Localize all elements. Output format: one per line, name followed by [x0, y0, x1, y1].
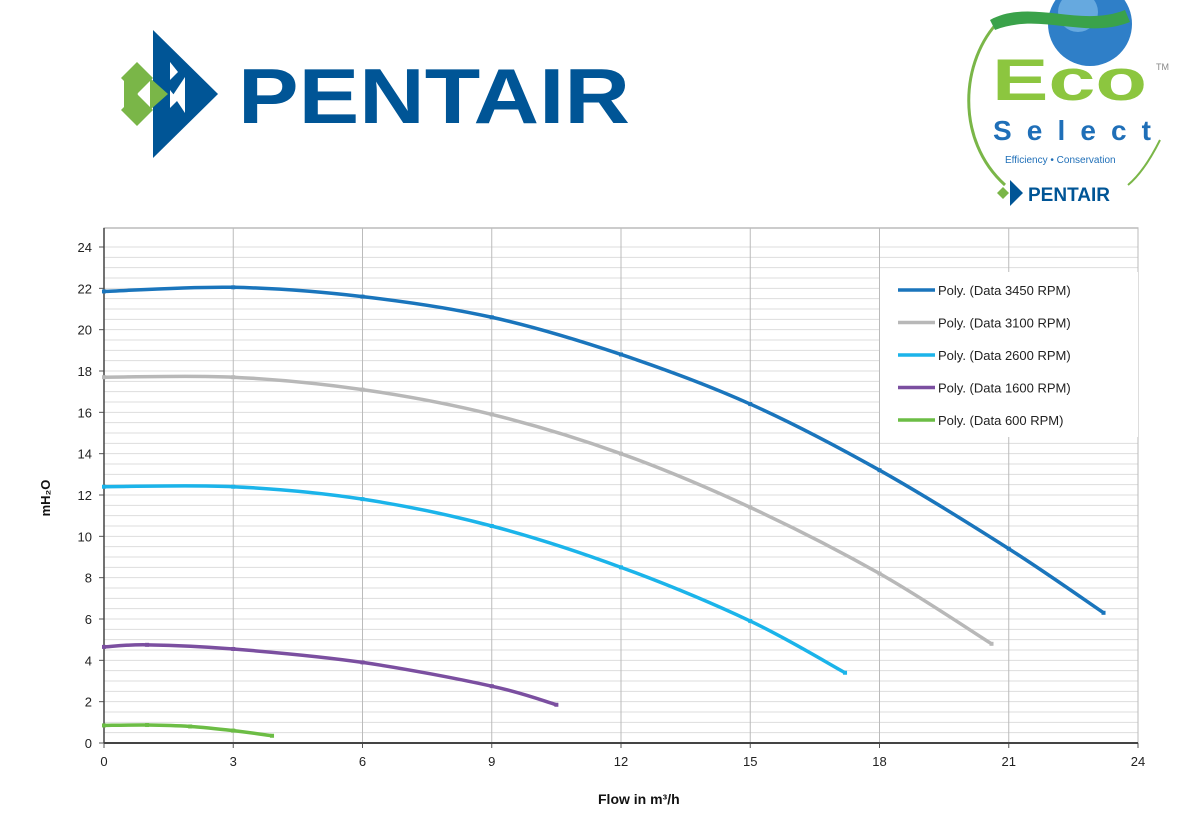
data-point-marker — [748, 619, 753, 624]
data-point-marker — [145, 723, 150, 728]
x-tick-label: 21 — [1002, 754, 1016, 769]
y-tick-label: 16 — [78, 405, 92, 420]
data-point-marker — [231, 484, 236, 489]
x-tick-label: 15 — [743, 754, 757, 769]
y-tick-label: 12 — [78, 488, 92, 503]
y-tick-label: 18 — [78, 364, 92, 379]
data-point-marker — [748, 505, 753, 510]
legend-label: Poly. (Data 3450 RPM) — [938, 283, 1071, 298]
x-axis-label: Flow in m³/h — [598, 791, 680, 807]
data-point-marker — [1101, 610, 1106, 615]
data-point-marker — [360, 387, 365, 392]
pentair-wordmark: PENTAIR — [238, 52, 630, 140]
data-point-marker — [489, 684, 494, 689]
data-point-marker — [102, 289, 106, 294]
data-point-marker — [489, 412, 494, 417]
data-point-marker — [619, 565, 623, 570]
data-point-marker — [231, 285, 236, 290]
data-point-marker — [102, 484, 106, 489]
legend: Poly. (Data 3450 RPM) Poly. (Data 3100 RP… — [880, 272, 1138, 437]
data-point-marker — [270, 733, 275, 738]
pentair-logo: PENTAIR — [121, 30, 630, 158]
legend-label: Poly. (Data 1600 RPM) — [938, 381, 1071, 396]
x-tick-label: 6 — [359, 754, 366, 769]
y-tick-label: 6 — [85, 612, 92, 627]
data-point-marker — [102, 375, 106, 380]
data-point-marker — [231, 646, 236, 651]
legend-label: Poly. (Data 600 RPM) — [938, 413, 1063, 428]
eco-text: Eco — [992, 48, 1147, 113]
y-tick-label: 8 — [85, 571, 92, 586]
series-line-1 — [102, 374, 994, 646]
x-tick-label: 18 — [872, 754, 886, 769]
data-point-marker — [102, 644, 106, 649]
data-point-marker — [843, 670, 848, 675]
data-point-marker — [188, 724, 193, 729]
data-point-marker — [489, 315, 494, 320]
data-point-marker — [619, 352, 623, 357]
data-point-marker — [231, 728, 236, 733]
y-axis-label: mH₂O — [38, 480, 53, 517]
y-tick-label: 2 — [85, 695, 92, 710]
legend-label: Poly. (Data 2600 RPM) — [938, 348, 1071, 363]
y-tick-label: 10 — [78, 529, 92, 544]
data-point-marker — [554, 702, 559, 707]
data-point-marker — [145, 642, 150, 647]
x-tick-label: 12 — [614, 754, 628, 769]
y-tick-label: 0 — [85, 736, 92, 751]
eco-select-logo: Eco TM Select Efficiency • Conservation … — [967, 0, 1169, 206]
data-point-marker — [1006, 546, 1011, 551]
data-point-marker — [877, 468, 882, 473]
x-tick-label: 9 — [488, 754, 495, 769]
x-tick-label: 24 — [1131, 754, 1145, 769]
x-tick-label: 3 — [230, 754, 237, 769]
tagline-text: Efficiency • Conservation — [1005, 155, 1116, 166]
y-tick-label: 20 — [78, 323, 92, 338]
y-tick-label: 14 — [78, 447, 92, 462]
data-point-marker — [360, 660, 365, 665]
data-point-marker — [231, 375, 236, 380]
tm-text: TM — [1156, 62, 1169, 72]
data-point-marker — [619, 451, 623, 456]
data-point-marker — [360, 497, 365, 502]
data-point-marker — [877, 571, 882, 576]
series-group — [102, 285, 1106, 738]
sub-brand-text: PENTAIR — [1028, 185, 1110, 206]
data-point-marker — [360, 294, 365, 299]
x-tick-label: 0 — [100, 754, 107, 769]
y-tick-label: 22 — [78, 281, 92, 296]
y-tick-label: 24 — [78, 240, 92, 255]
legend-label: Poly. (Data 3100 RPM) — [938, 316, 1071, 331]
data-point-marker — [102, 723, 106, 728]
logo-arrow-shape — [153, 30, 218, 158]
data-point-marker — [748, 402, 753, 407]
data-point-marker — [489, 524, 494, 528]
data-point-marker — [989, 641, 994, 646]
select-text: Select — [993, 115, 1151, 146]
y-tick-label: 4 — [85, 653, 92, 668]
